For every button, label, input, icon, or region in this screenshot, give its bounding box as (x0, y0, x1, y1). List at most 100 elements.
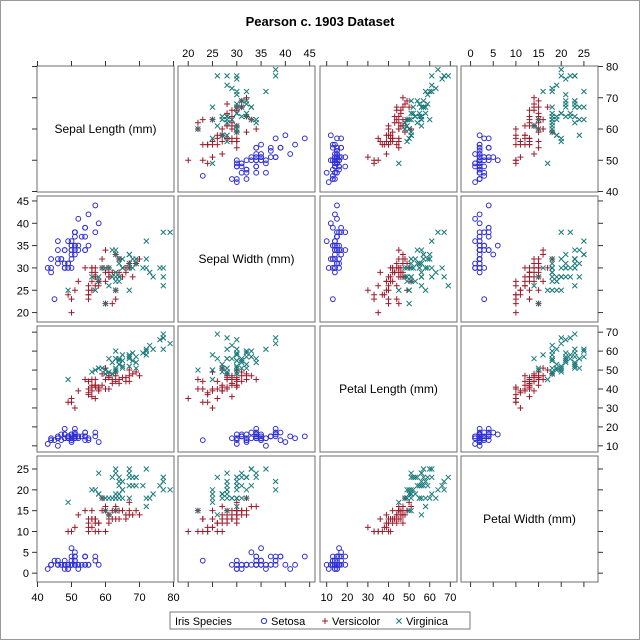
data-point (233, 566, 240, 572)
data-point (553, 367, 560, 373)
series-versicolor (512, 247, 556, 316)
series-virginica (195, 66, 279, 167)
data-point (272, 429, 279, 436)
data-point (219, 491, 226, 497)
data-point (68, 545, 75, 552)
data-point (418, 260, 425, 267)
data-point (199, 157, 206, 164)
panel-frame (460, 65, 599, 193)
data-point (61, 425, 68, 432)
data-point (78, 561, 85, 568)
data-point (571, 359, 578, 366)
data-point (567, 113, 574, 120)
data-point (248, 116, 255, 123)
data-point (424, 482, 431, 489)
data-point (150, 274, 156, 280)
data-point (272, 431, 279, 438)
data-point (228, 126, 235, 132)
data-point (126, 265, 133, 271)
data-point (428, 474, 435, 481)
data-point (68, 439, 75, 445)
data-point (571, 119, 578, 126)
data-point (476, 435, 483, 442)
data-point (472, 238, 479, 245)
data-point (418, 482, 425, 489)
data-point (410, 486, 417, 493)
data-point (95, 470, 102, 477)
data-point (112, 378, 119, 385)
data-point (185, 395, 192, 402)
data-point (209, 524, 216, 531)
data-point (233, 129, 240, 135)
data-point (494, 157, 501, 164)
data-point (406, 135, 412, 142)
data-point (476, 166, 483, 173)
data-point (122, 511, 129, 518)
legend-label: Versicolor (332, 616, 381, 628)
data-point (185, 157, 192, 164)
data-point (567, 73, 574, 79)
tick-label: 40 (606, 187, 618, 199)
data-point (109, 516, 116, 522)
data-point (85, 282, 92, 289)
data-point (562, 274, 569, 280)
data-point (126, 287, 133, 294)
data-point (224, 355, 230, 362)
data-point (336, 561, 342, 568)
data-point (540, 278, 547, 285)
data-point (248, 348, 255, 354)
data-point (332, 265, 338, 271)
data-point (549, 256, 556, 262)
data-point (332, 251, 338, 258)
data-point (571, 282, 578, 289)
data-point (416, 260, 423, 267)
data-point (92, 367, 99, 373)
data-point (338, 561, 345, 568)
panel-r3-c2 (319, 455, 458, 583)
tick-label: 30 (362, 592, 374, 604)
data-point (133, 507, 140, 514)
data-point (571, 331, 578, 337)
data-point (219, 132, 226, 139)
data-point (224, 335, 230, 341)
data-point (51, 296, 58, 303)
data-point (571, 260, 578, 267)
data-point (258, 141, 264, 148)
data-point (385, 132, 392, 139)
data-point (248, 561, 255, 568)
data-point (157, 482, 163, 489)
data-point (282, 561, 289, 568)
data-point (209, 499, 216, 506)
data-point (414, 98, 421, 104)
data-point (233, 144, 240, 151)
data-point (126, 470, 133, 477)
data-point (102, 507, 109, 514)
tick-label: 20 (555, 48, 567, 60)
data-point (248, 549, 255, 556)
data-point (287, 566, 294, 572)
data-point (136, 372, 143, 379)
data-point (338, 229, 345, 236)
data-point (160, 229, 167, 236)
series-setosa (472, 425, 501, 449)
data-point (512, 141, 519, 148)
data-point (209, 507, 216, 514)
panel-r1-c1: Sepal Width (mm) (177, 195, 316, 323)
data-point (540, 376, 547, 383)
data-point (540, 88, 546, 95)
data-point (418, 495, 425, 502)
data-point (82, 376, 89, 383)
data-point (391, 119, 398, 126)
data-point (105, 374, 112, 381)
data-point (377, 138, 384, 145)
tick-label: 60 (99, 592, 111, 604)
data-point (581, 88, 587, 95)
panel-r0-c0: Sepal Length (mm) (36, 65, 175, 193)
data-point (160, 335, 167, 341)
data-point (214, 511, 221, 518)
data-point (214, 141, 221, 148)
data-point (102, 247, 109, 254)
data-point (126, 363, 133, 370)
data-point (399, 251, 406, 258)
data-point (387, 135, 394, 142)
